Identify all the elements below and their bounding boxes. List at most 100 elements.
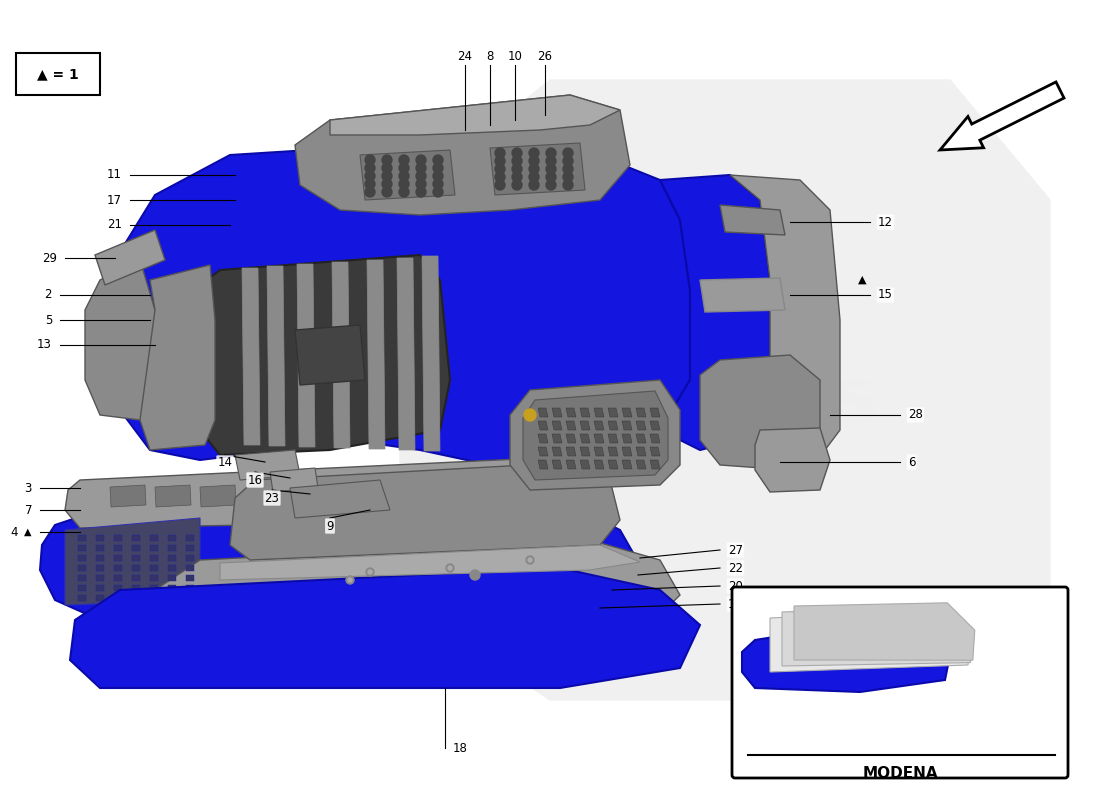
Circle shape [416,179,426,189]
Polygon shape [755,428,830,492]
Polygon shape [580,447,590,456]
Circle shape [368,570,372,574]
Circle shape [546,156,556,166]
Circle shape [399,187,409,197]
Polygon shape [40,490,640,620]
Polygon shape [78,555,86,561]
Polygon shape [140,265,214,450]
Polygon shape [132,555,140,561]
Text: 28: 28 [908,409,923,422]
Polygon shape [168,555,176,561]
Text: 11: 11 [107,169,122,182]
Polygon shape [730,175,840,475]
Text: 16: 16 [248,474,263,486]
Polygon shape [720,205,785,235]
FancyBboxPatch shape [16,53,100,95]
Circle shape [529,156,539,166]
Polygon shape [186,555,194,561]
Text: ▲: ▲ [858,275,867,285]
Polygon shape [650,447,660,456]
Circle shape [528,558,532,562]
Circle shape [524,409,536,421]
Polygon shape [132,535,140,541]
Polygon shape [594,421,604,430]
Polygon shape [114,575,122,581]
Text: 21: 21 [107,218,122,231]
Polygon shape [270,468,318,492]
Polygon shape [621,421,632,430]
Polygon shape [78,535,86,541]
Polygon shape [650,421,660,430]
Polygon shape [150,565,158,571]
Polygon shape [78,595,86,601]
Polygon shape [132,595,140,601]
Polygon shape [297,264,315,447]
Polygon shape [608,408,618,417]
Circle shape [495,156,505,166]
Polygon shape [168,565,176,571]
Polygon shape [552,421,562,430]
Polygon shape [566,434,576,443]
Polygon shape [636,421,646,430]
Polygon shape [397,258,415,450]
Polygon shape [96,585,104,591]
Circle shape [365,163,375,173]
Circle shape [399,163,409,173]
Polygon shape [295,325,365,385]
Polygon shape [168,585,176,591]
Polygon shape [636,447,646,456]
Polygon shape [594,447,604,456]
Circle shape [495,180,505,190]
Circle shape [382,179,392,189]
Circle shape [433,171,443,181]
Polygon shape [114,535,122,541]
Polygon shape [114,585,122,591]
Circle shape [546,180,556,190]
Text: since 1985: since 1985 [696,283,804,317]
Polygon shape [636,408,646,417]
Polygon shape [580,421,590,430]
Polygon shape [110,145,690,470]
Circle shape [448,566,452,570]
Polygon shape [150,545,158,551]
Polygon shape [794,603,975,660]
Polygon shape [168,545,176,551]
Polygon shape [114,555,122,561]
Polygon shape [621,408,632,417]
Text: 26: 26 [538,50,552,63]
Text: 12: 12 [878,215,893,229]
Text: 24: 24 [458,50,473,63]
Text: 25: 25 [755,715,769,725]
Polygon shape [367,260,385,449]
Text: 4: 4 [10,526,18,538]
Polygon shape [242,268,260,445]
Polygon shape [330,95,620,135]
Circle shape [446,564,454,572]
Polygon shape [220,545,640,580]
Polygon shape [650,408,660,417]
Text: 6: 6 [908,455,915,469]
Text: 17: 17 [728,598,743,610]
Text: 27: 27 [728,543,743,557]
Polygon shape [186,595,194,601]
Circle shape [382,187,392,197]
Polygon shape [65,518,200,605]
Polygon shape [150,595,158,601]
Circle shape [512,156,522,166]
Circle shape [416,155,426,165]
Polygon shape [608,447,618,456]
Polygon shape [580,434,590,443]
Polygon shape [65,458,560,528]
Polygon shape [580,460,590,469]
Polygon shape [566,447,576,456]
Polygon shape [290,480,390,518]
Polygon shape [150,585,158,591]
Text: 5: 5 [45,314,52,326]
Polygon shape [580,408,590,417]
Text: 19: 19 [953,715,967,725]
Circle shape [529,164,539,174]
Circle shape [416,171,426,181]
Text: 18: 18 [453,742,468,754]
Text: 9: 9 [327,519,333,533]
Polygon shape [636,460,646,469]
